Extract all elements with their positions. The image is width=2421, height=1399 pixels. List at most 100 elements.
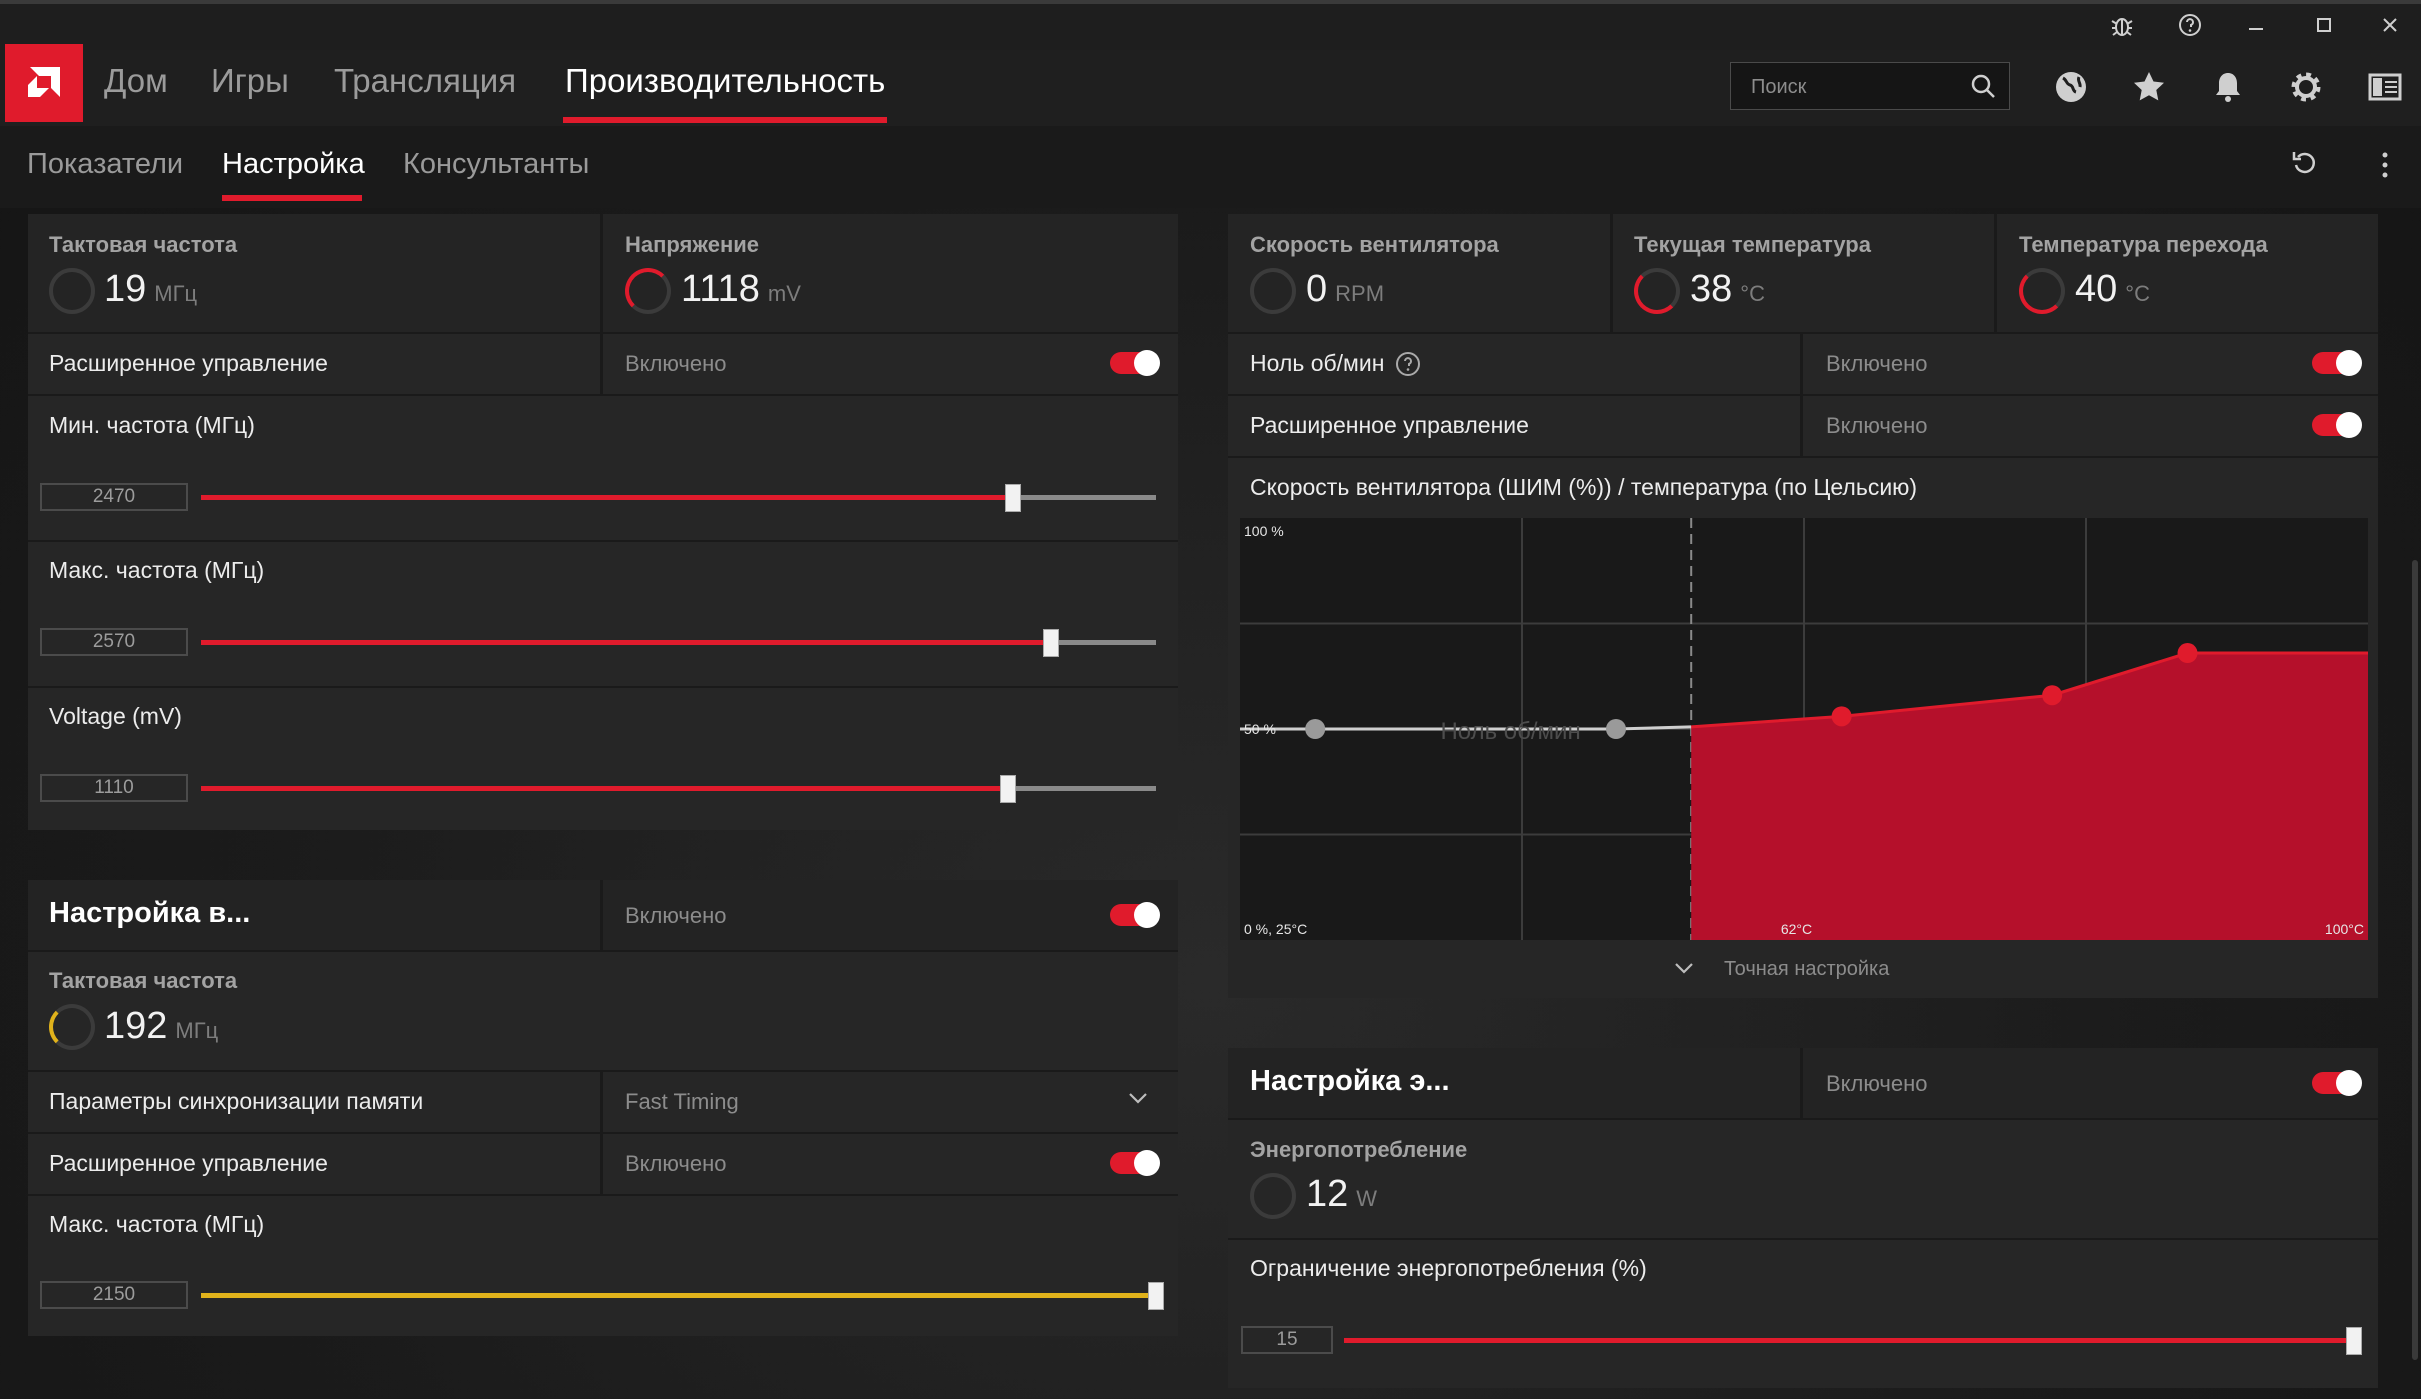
- scrollbar[interactable]: [2412, 560, 2418, 1360]
- voltage-thumb[interactable]: [999, 775, 1016, 803]
- minimize-icon[interactable]: [2222, 0, 2290, 50]
- nav-home[interactable]: Дом: [104, 62, 168, 99]
- help-icon[interactable]: [1394, 350, 1422, 383]
- min-freq-slider[interactable]: [201, 495, 1156, 500]
- current-temp-value: 38 °C: [1690, 268, 1765, 310]
- power-draw-gauge: [1250, 1173, 1296, 1219]
- power-limit-thumb[interactable]: [2346, 1327, 2362, 1355]
- chevron-down-icon[interactable]: [1673, 960, 1695, 981]
- max-freq-input[interactable]: 2570: [40, 628, 188, 656]
- vram-section-title: Настройка в...: [49, 897, 251, 929]
- tab-metrics[interactable]: Показатели: [27, 148, 184, 180]
- search-icon[interactable]: [1969, 72, 1997, 105]
- vram-advanced-row: [28, 1132, 1178, 1194]
- max-freq-row: [28, 540, 1178, 602]
- power-draw-value: 12 W: [1306, 1173, 1378, 1215]
- fan-advanced-label: Расширенное управление: [1250, 412, 1529, 438]
- search-input[interactable]: Поиск: [1751, 76, 1807, 98]
- y-label-top: 100 %: [1244, 523, 1284, 539]
- fan-stats-row: [1228, 214, 2378, 332]
- divider: [600, 214, 603, 332]
- fan-curve-point[interactable]: [1305, 719, 1326, 739]
- fan-advanced-toggle[interactable]: [2312, 412, 2362, 438]
- gpu-clock-label: Тактовая частота: [49, 232, 238, 257]
- voltage-value: 1118 mV: [681, 268, 801, 310]
- fan-advanced-state: Включено: [1826, 413, 1928, 438]
- power-limit-slider[interactable]: [1344, 1338, 2354, 1343]
- vram-state: Включено: [625, 903, 727, 928]
- close-icon[interactable]: [2356, 0, 2421, 50]
- divider: [600, 1132, 603, 1194]
- chevron-down-icon[interactable]: [1127, 1090, 1149, 1111]
- divider: [600, 880, 603, 950]
- fan-curve-title: Скорость вентилятора (ШИМ (%)) / темпера…: [1250, 474, 1918, 500]
- bell-icon[interactable]: [2203, 64, 2253, 110]
- layout-icon[interactable]: [2360, 64, 2410, 110]
- fine-tune-link[interactable]: Точная настройка: [1724, 958, 1890, 980]
- gear-icon[interactable]: [2281, 64, 2331, 110]
- vram-max-freq-label: Макс. частота (МГц): [49, 1211, 265, 1237]
- power-state: Включено: [1826, 1071, 1928, 1096]
- fan-curve-point[interactable]: [1606, 719, 1626, 739]
- fan-curve-chart[interactable]: 100 % 50 % 0 %, 25°C 62°C 100°C Ноль об/мин: [1240, 518, 2368, 940]
- y-label-bottom: 0 %, 25°C: [1244, 921, 1307, 937]
- power-toggle[interactable]: [2312, 1070, 2362, 1096]
- vram-header-row: [28, 880, 1178, 950]
- fan-curve-point[interactable]: [2177, 643, 2198, 664]
- power-limit-input[interactable]: 15: [1241, 1326, 1333, 1354]
- power-limit-label: Ограничение энергопотребления (%): [1250, 1255, 1647, 1281]
- help-icon[interactable]: [2156, 0, 2224, 50]
- fan-speed-gauge: [1250, 268, 1296, 314]
- fan-curve-title-row: [1228, 456, 2378, 518]
- fan-curve-svg[interactable]: 100 % 50 % 0 %, 25°C 62°C 100°C Ноль об/мин: [1240, 518, 2368, 940]
- vram-max-freq-input[interactable]: 2150: [40, 1281, 188, 1309]
- divider: [1610, 214, 1613, 332]
- search-box[interactable]: Поиск: [1730, 62, 2010, 110]
- fan-curve-point[interactable]: [2042, 685, 2063, 706]
- gpu-stats-row: [28, 214, 1178, 332]
- voltage-label: Напряжение: [625, 232, 759, 257]
- amd-logo-icon[interactable]: [5, 44, 83, 122]
- globe-icon[interactable]: [2046, 64, 2096, 110]
- memory-timing-select[interactable]: Fast Timing: [625, 1089, 739, 1114]
- fan-curve-point[interactable]: [1831, 706, 1852, 727]
- voltage-slider[interactable]: [201, 786, 1156, 791]
- zero-rpm-toggle[interactable]: [2312, 350, 2362, 376]
- tab-tuning[interactable]: Настройка: [222, 148, 365, 180]
- vram-max-freq-thumb[interactable]: [1148, 1282, 1164, 1310]
- nav-games[interactable]: Игры: [211, 62, 289, 99]
- bug-report-icon[interactable]: [2088, 0, 2156, 50]
- maximize-icon[interactable]: [2290, 0, 2358, 50]
- max-freq-slider[interactable]: [201, 640, 1156, 645]
- divider: [1800, 332, 1803, 394]
- reset-icon[interactable]: [2290, 148, 2320, 183]
- main-nav: [0, 50, 2421, 126]
- divider: [600, 1070, 603, 1132]
- min-freq-input[interactable]: 2470: [40, 483, 188, 511]
- nav-performance[interactable]: Производительность: [565, 62, 886, 99]
- more-options-icon[interactable]: [2375, 150, 2395, 185]
- gpu-clock-value: 19 МГц: [104, 268, 198, 310]
- title-bar: [0, 0, 2421, 50]
- vram-clock-gauge: [49, 1004, 95, 1050]
- fan-speed-value: 0 RPM: [1306, 268, 1385, 310]
- vram-max-freq-slider[interactable]: [201, 1293, 1156, 1298]
- vram-advanced-toggle[interactable]: [1110, 1150, 1160, 1176]
- vram-toggle[interactable]: [1110, 902, 1160, 928]
- vram-stats-row: [28, 950, 1178, 1070]
- tab-advisors[interactable]: Консультанты: [403, 148, 590, 180]
- star-icon[interactable]: [2124, 64, 2174, 110]
- power-draw-label: Энергопотребление: [1250, 1137, 1468, 1162]
- current-temp-gauge: [1634, 268, 1680, 314]
- junction-temp-value: 40 °C: [2075, 268, 2150, 310]
- junction-temp-label: Температура перехода: [2019, 232, 2268, 257]
- min-freq-thumb[interactable]: [1004, 484, 1021, 512]
- max-freq-thumb[interactable]: [1042, 629, 1059, 657]
- power-limit-row: [1228, 1238, 2378, 1300]
- vram-clock-value: 192 МГц: [104, 1005, 219, 1047]
- nav-streaming[interactable]: Трансляция: [334, 62, 517, 99]
- gpu-advanced-toggle[interactable]: [1110, 350, 1160, 376]
- zero-rpm-zone-label: Ноль об/мин: [1440, 718, 1580, 745]
- voltage-input[interactable]: 1110: [40, 774, 188, 802]
- voltage-gauge: [625, 268, 671, 314]
